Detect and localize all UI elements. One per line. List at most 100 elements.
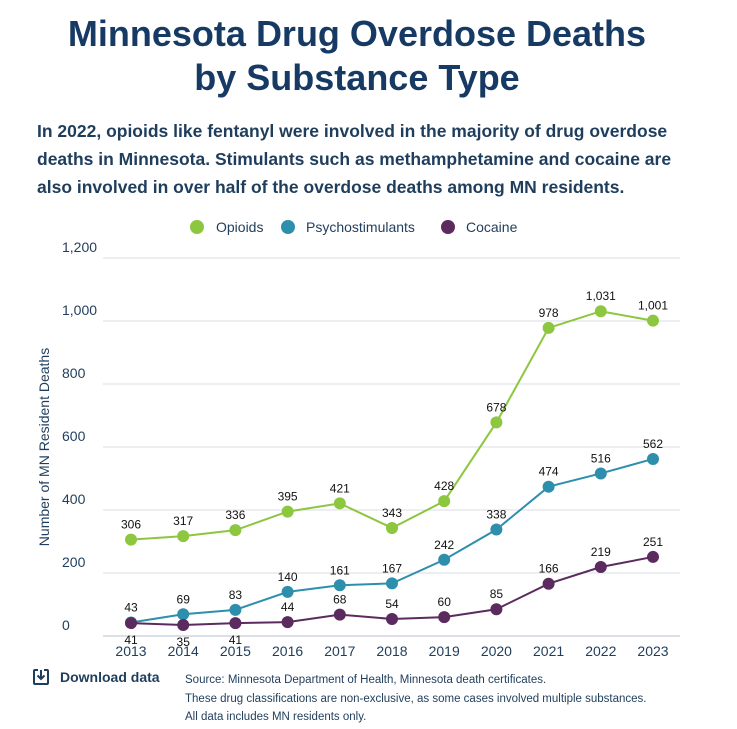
data-label-cocaine: 41 bbox=[124, 633, 138, 647]
data-point-cocaine bbox=[177, 618, 190, 631]
data-label-cocaine: 35 bbox=[177, 635, 191, 649]
data-label-psychostimulants: 167 bbox=[382, 561, 402, 575]
x-tick-label: 2013 bbox=[115, 643, 146, 659]
x-tick-label: 2015 bbox=[220, 643, 251, 659]
x-tick-label: 2017 bbox=[324, 643, 355, 659]
data-label-opioids: 978 bbox=[539, 306, 559, 320]
data-label-cocaine: 251 bbox=[643, 535, 663, 549]
data-point-opioids bbox=[281, 505, 294, 518]
y-tick-label: 0 bbox=[62, 617, 70, 633]
data-label-opioids: 1,001 bbox=[638, 299, 668, 313]
chart-title: Minnesota Drug Overdose Deaths by Substa… bbox=[0, 12, 714, 100]
data-point-opioids bbox=[229, 524, 242, 537]
data-label-cocaine: 44 bbox=[281, 600, 295, 614]
data-point-psychostimulants bbox=[229, 603, 242, 616]
data-label-opioids: 395 bbox=[278, 490, 298, 504]
source-line: All data includes MN residents only. bbox=[185, 711, 367, 723]
y-tick-label: 200 bbox=[62, 554, 86, 570]
data-point-psychostimulants bbox=[438, 553, 451, 566]
data-point-cocaine bbox=[229, 617, 242, 630]
data-label-opioids: 336 bbox=[225, 508, 245, 522]
data-label-opioids: 428 bbox=[434, 479, 454, 493]
data-point-psychostimulants bbox=[333, 579, 346, 592]
download-data-label: Download data bbox=[60, 669, 160, 685]
data-point-cocaine bbox=[647, 550, 659, 563]
chart-title-line-2: by Substance Type bbox=[194, 57, 520, 98]
data-point-psychostimulants bbox=[490, 523, 503, 536]
data-label-opioids: 678 bbox=[486, 400, 506, 414]
data-label-psychostimulants: 474 bbox=[539, 465, 559, 479]
x-tick-label: 2022 bbox=[585, 643, 616, 659]
x-tick-label: 2014 bbox=[168, 643, 199, 659]
data-point-opioids bbox=[333, 497, 346, 510]
data-point-psychostimulants bbox=[177, 608, 190, 621]
legend-label-psychostimulants: Psychostimulants bbox=[306, 219, 415, 235]
data-label-opioids: 1,031 bbox=[586, 289, 616, 303]
legend-marker-psychostimulants bbox=[281, 220, 295, 234]
chart-title-line-1: Minnesota Drug Overdose Deaths bbox=[67, 13, 647, 54]
data-point-cocaine bbox=[438, 611, 451, 624]
source-line: Source: Minnesota Department of Health, … bbox=[185, 674, 547, 686]
data-label-opioids: 421 bbox=[330, 481, 350, 495]
data-point-opioids bbox=[177, 530, 190, 543]
x-tick-label: 2019 bbox=[429, 643, 460, 659]
data-label-cocaine: 41 bbox=[229, 633, 243, 647]
data-label-opioids: 343 bbox=[382, 506, 402, 520]
y-tick-label: 1,000 bbox=[62, 302, 97, 318]
data-label-cocaine: 68 bbox=[333, 593, 347, 607]
data-point-opioids bbox=[386, 521, 398, 534]
data-point-opioids bbox=[594, 305, 607, 318]
data-point-opioids bbox=[125, 533, 137, 546]
x-tick-label: 2021 bbox=[533, 643, 564, 659]
data-label-psychostimulants: 242 bbox=[434, 538, 454, 552]
data-label-psychostimulants: 69 bbox=[177, 592, 191, 606]
chart-subtitle: In 2022, opioids like fentanyl were invo… bbox=[37, 121, 672, 197]
data-point-psychostimulants bbox=[386, 577, 398, 590]
data-point-opioids bbox=[490, 416, 503, 429]
x-tick-label: 2023 bbox=[637, 643, 668, 659]
legend-label-cocaine: Cocaine bbox=[466, 219, 518, 235]
data-point-cocaine bbox=[594, 561, 607, 574]
data-label-opioids: 306 bbox=[121, 518, 141, 532]
data-label-cocaine: 85 bbox=[490, 587, 504, 601]
x-tick-label: 2016 bbox=[272, 643, 303, 659]
data-point-cocaine bbox=[542, 577, 555, 590]
data-label-psychostimulants: 161 bbox=[330, 563, 350, 577]
data-point-cocaine bbox=[490, 603, 503, 616]
data-point-psychostimulants bbox=[594, 467, 607, 480]
y-tick-label: 400 bbox=[62, 491, 86, 507]
data-point-opioids bbox=[647, 314, 659, 327]
data-label-psychostimulants: 140 bbox=[278, 570, 298, 584]
data-point-opioids bbox=[542, 321, 555, 334]
download-icon bbox=[33, 669, 49, 685]
legend-marker-opioids bbox=[190, 220, 204, 234]
x-tick-label: 2020 bbox=[481, 643, 512, 659]
y-tick-label: 800 bbox=[62, 365, 86, 381]
data-point-cocaine bbox=[333, 608, 346, 621]
data-point-cocaine bbox=[281, 616, 294, 629]
data-point-cocaine bbox=[386, 612, 398, 625]
legend-marker-cocaine bbox=[441, 220, 455, 234]
data-label-cocaine: 219 bbox=[591, 545, 611, 559]
data-point-psychostimulants bbox=[281, 585, 294, 598]
data-point-psychostimulants bbox=[542, 480, 555, 493]
data-point-cocaine bbox=[125, 617, 137, 630]
data-label-psychostimulants: 562 bbox=[643, 437, 663, 451]
data-point-psychostimulants bbox=[647, 452, 659, 465]
data-label-cocaine: 166 bbox=[539, 562, 559, 576]
data-label-cocaine: 60 bbox=[438, 595, 452, 609]
data-label-opioids: 317 bbox=[173, 514, 193, 528]
y-tick-label: 600 bbox=[62, 428, 86, 444]
x-tick-label: 2018 bbox=[376, 643, 407, 659]
data-label-psychostimulants: 83 bbox=[229, 588, 243, 602]
y-axis-label: Number of MN Resident Deaths bbox=[36, 348, 52, 546]
data-label-psychostimulants: 338 bbox=[486, 508, 506, 522]
data-label-psychostimulants: 516 bbox=[591, 451, 611, 465]
data-point-opioids bbox=[438, 495, 451, 508]
source-notes: Source: Minnesota Department of Health, … bbox=[185, 671, 647, 727]
download-data-button[interactable]: Download data bbox=[32, 668, 160, 686]
legend-label-opioids: Opioids bbox=[216, 219, 263, 235]
data-label-psychostimulants: 43 bbox=[124, 600, 138, 614]
y-tick-label: 1,200 bbox=[62, 239, 97, 255]
